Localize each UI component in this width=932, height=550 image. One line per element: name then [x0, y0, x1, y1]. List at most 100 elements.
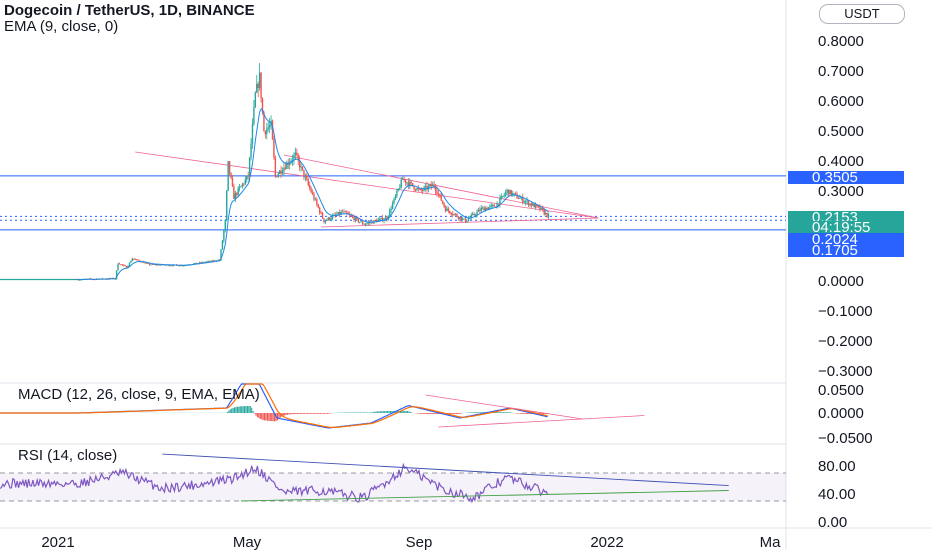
candle-body: [127, 265, 129, 269]
candle-body: [396, 190, 398, 196]
candle-body: [203, 262, 205, 263]
candle-body: [336, 214, 338, 216]
time-tick-label: 2022: [590, 534, 623, 550]
candle-body: [220, 249, 222, 261]
candle-body: [168, 265, 171, 267]
candle-body: [506, 189, 508, 193]
level-tag-b: 0.1705: [788, 243, 904, 258]
candle-body: [246, 175, 248, 180]
level-tag-a: 0.2024: [788, 232, 904, 247]
candle-body: [539, 206, 541, 210]
candle-body: [516, 194, 518, 199]
macd-pane: [0, 383, 645, 429]
candle-body: [401, 179, 404, 180]
candle-body: [331, 215, 334, 219]
candle-body: [492, 205, 494, 206]
candle-body: [256, 83, 258, 93]
candle-body: [472, 213, 474, 216]
candle-body: [451, 214, 454, 216]
candle-body: [93, 279, 95, 281]
candle-body: [297, 154, 299, 161]
candle-body: [138, 260, 141, 262]
price-axis: 0.8000 0.7000 0.6000 0.5000 0.4000 0.3000 0.00…: [818, 33, 873, 531]
candle-body: [364, 224, 367, 225]
candle-body: [529, 203, 531, 206]
candle-body: [298, 160, 301, 168]
candle-body: [450, 213, 452, 215]
candle-body: [330, 218, 332, 220]
candle-body: [524, 201, 527, 203]
candle-body: [447, 208, 450, 211]
candle-body: [433, 184, 435, 187]
candle-body: [301, 166, 304, 170]
price-tick-label: 0.5000: [818, 123, 864, 140]
horizontal-levels: [0, 175, 786, 231]
candle-body: [251, 124, 254, 144]
candle-body: [436, 190, 438, 194]
candle-body: [118, 263, 121, 265]
time-axis: 2021 May Sep 2022 Ma: [41, 534, 781, 550]
candle-body: [170, 265, 172, 267]
candle-body: [240, 185, 242, 188]
macd-label[interactable]: MACD (12, 26, close, 9, EMA, EMA): [18, 386, 260, 403]
candle-body: [424, 185, 427, 188]
candle-body: [323, 218, 325, 223]
candle-body: [147, 263, 149, 264]
candle-body: [453, 213, 455, 215]
candle-body: [391, 203, 394, 209]
candle-body: [178, 265, 181, 267]
candle-body: [537, 206, 540, 207]
candle-body: [390, 208, 392, 210]
candle-body: [228, 161, 231, 173]
rsi-label[interactable]: RSI (14, close): [18, 447, 118, 464]
candle-body: [413, 186, 415, 190]
candle-body: [121, 264, 124, 266]
candle-body: [287, 162, 289, 165]
candle-body: [351, 216, 354, 218]
price-tick-label: 0.4000: [818, 153, 864, 170]
candle-body: [510, 190, 513, 195]
candle-body: [443, 203, 445, 207]
candle-body: [201, 262, 204, 263]
currency-button[interactable]: USDT: [819, 4, 905, 24]
symbol-title[interactable]: Dogecoin / TetherUS, 1D, BINANCE: [4, 2, 255, 19]
candle-body: [359, 221, 361, 223]
candle-body: [267, 127, 269, 129]
candle-body: [477, 209, 480, 212]
candle-body: [148, 263, 151, 265]
candle-body: [400, 179, 402, 188]
candle-body: [284, 167, 287, 169]
candle-body: [324, 220, 327, 223]
candle-body: [317, 204, 319, 208]
candle-body: [135, 259, 138, 261]
candle-body: [520, 197, 523, 199]
candle-body: [154, 264, 156, 266]
candle-body: [470, 215, 472, 218]
candle-body: [143, 261, 145, 263]
candle-body: [476, 211, 478, 215]
macd-tick-label: 0.0500: [818, 382, 864, 399]
candle-body: [194, 262, 196, 264]
candle-body: [356, 217, 358, 219]
candle-body: [78, 279, 81, 281]
candle-body: [268, 125, 271, 128]
candle-body: [503, 194, 505, 197]
time-tick-label: Ma: [760, 534, 781, 550]
candle-body: [160, 264, 162, 266]
price-trendline-1: [135, 151, 599, 219]
ema-indicator-label[interactable]: EMA (9, close, 0): [4, 18, 119, 35]
candle-body: [131, 258, 134, 262]
candle-body: [153, 264, 155, 265]
macd-tick-label: −0.0500: [818, 430, 873, 447]
time-tick-label: May: [233, 534, 262, 550]
candle-body: [421, 190, 424, 191]
candle-body: [457, 216, 460, 219]
rsi-tick-label: 0.00: [818, 514, 847, 531]
candle-body: [434, 186, 437, 191]
candle-body: [489, 206, 491, 208]
candle-body: [217, 260, 219, 261]
candle-body: [313, 193, 315, 200]
candle-body: [264, 131, 267, 134]
candle-body: [237, 188, 239, 195]
